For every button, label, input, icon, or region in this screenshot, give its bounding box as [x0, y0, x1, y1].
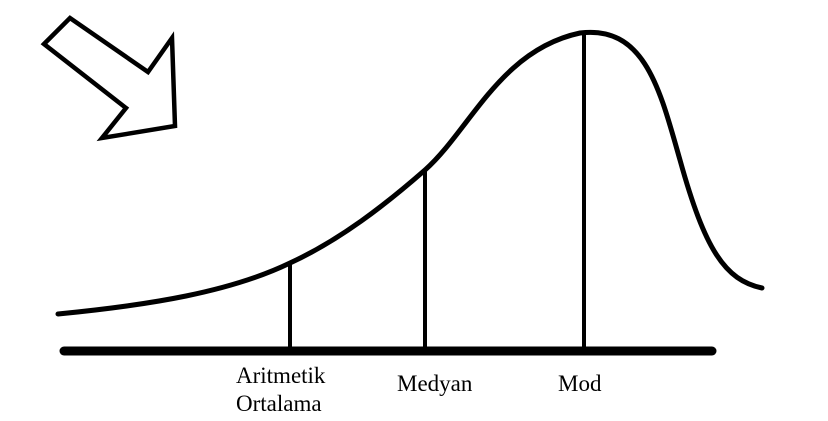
- mean-label-line1: Aritmetik: [236, 363, 326, 388]
- mean-label: Aritmetik Ortalama: [236, 362, 325, 418]
- mode-label: Mod: [558, 371, 602, 396]
- arrow-down-right-icon: [40, 15, 178, 142]
- median-label: Medyan: [397, 371, 473, 396]
- mean-label-line2: Ortalama: [236, 391, 322, 416]
- distribution-curve: [55, 29, 765, 317]
